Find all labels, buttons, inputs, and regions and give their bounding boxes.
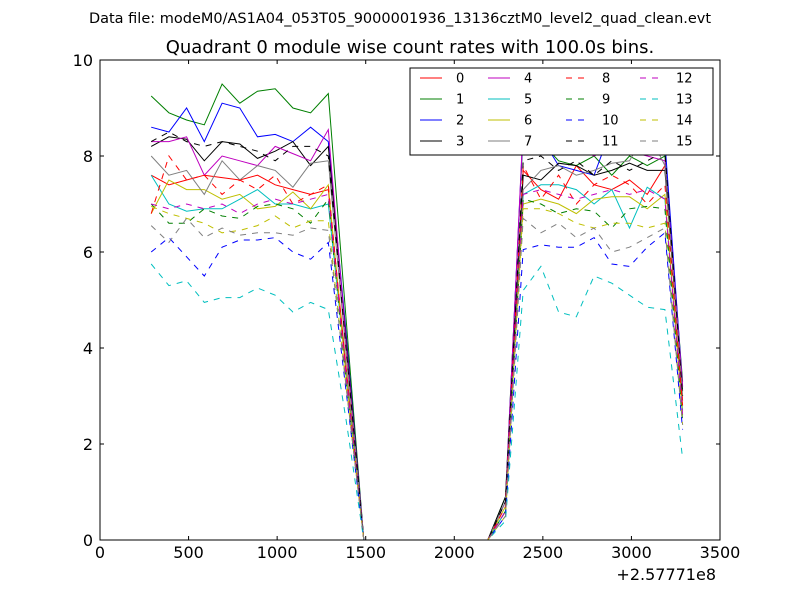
x-tick-label-0: 0 <box>95 543 105 562</box>
x-tick-label-5: 2500 <box>522 543 563 562</box>
legend-label-13: 13 <box>676 93 693 108</box>
legend-label-8: 8 <box>602 72 610 87</box>
legend-label-6: 6 <box>524 114 532 129</box>
series-line-10 <box>150 231 684 540</box>
series-line-8 <box>150 154 684 540</box>
series-line-7 <box>150 128 684 540</box>
series-line-13 <box>150 263 684 540</box>
y-tick-label-1: 2 <box>83 435 93 454</box>
x-tick-label-4: 2000 <box>434 543 475 562</box>
x-tick-label-7: 3500 <box>700 543 741 562</box>
series-line-12 <box>151 189 684 540</box>
x-tick-label-2: 1000 <box>257 543 298 562</box>
legend-label-12: 12 <box>676 72 693 87</box>
legend-label-0: 0 <box>456 72 464 87</box>
legend-label-5: 5 <box>524 93 532 108</box>
legend-label-11: 11 <box>602 135 619 150</box>
legend-label-3: 3 <box>456 135 464 150</box>
series-line-15 <box>150 217 684 540</box>
suptitle: Data file: modeM0/AS1A04_053T05_90000019… <box>89 11 711 27</box>
y-tick-label-4: 8 <box>83 147 93 166</box>
series-line-4 <box>151 124 684 540</box>
chart-title: Quadrant 0 module wise count rates with … <box>166 37 655 58</box>
y-tick-label-2: 4 <box>83 339 93 358</box>
y-tick-label-3: 6 <box>83 243 93 262</box>
series-line-0 <box>150 164 684 540</box>
legend-label-4: 4 <box>524 72 532 87</box>
legend-label-1: 1 <box>456 93 464 108</box>
x-axis: 0 500 1000 1500 2000 2500 3000 3500 <box>95 60 740 562</box>
y-tick-label-5: 10 <box>73 51 93 70</box>
series-line-9 <box>150 197 684 540</box>
legend-label-14: 14 <box>676 114 693 129</box>
plot-frame <box>99 59 721 541</box>
x-offset-label: +2.57771e8 <box>616 565 716 584</box>
x-tick-label-1: 500 <box>173 543 204 562</box>
legend-label-2: 2 <box>456 114 464 129</box>
legend-label-9: 9 <box>602 93 610 108</box>
legend-label-15: 15 <box>676 135 693 150</box>
legend-label-10: 10 <box>602 114 619 129</box>
series-line-2 <box>151 102 684 540</box>
series-line-5 <box>150 174 684 540</box>
series-line-3 <box>150 136 684 540</box>
y-tick-label-0: 0 <box>83 531 93 550</box>
series-layer <box>150 83 684 540</box>
legend-label-7: 7 <box>524 135 532 150</box>
x-tick-label-6: 3000 <box>611 543 652 562</box>
x-tick-label-3: 1500 <box>345 543 386 562</box>
legend-frame <box>409 67 714 156</box>
series-line-14 <box>151 205 684 540</box>
series-line-11 <box>150 131 684 540</box>
series-line-6 <box>150 179 684 540</box>
